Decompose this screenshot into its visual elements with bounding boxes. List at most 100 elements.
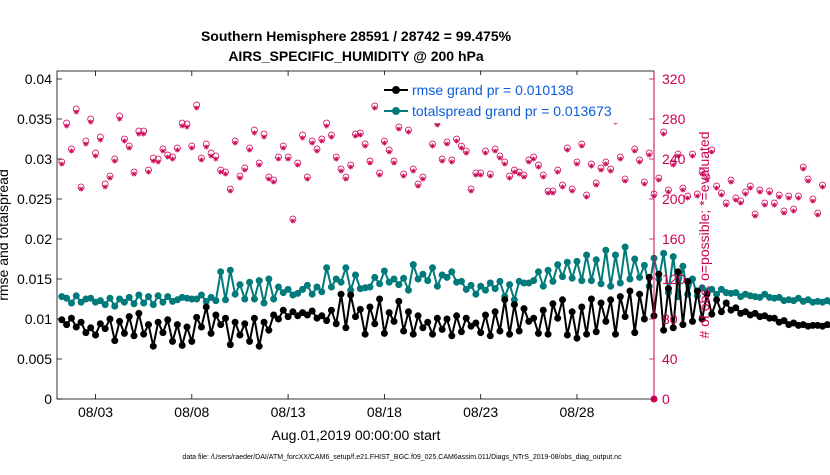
- rmse-point: [419, 324, 427, 332]
- y-right-tick-label: 120: [662, 271, 686, 287]
- legend-rmse-label: rmse grand pr = 0.010138: [412, 82, 574, 98]
- obs-evaluated-marker: [492, 148, 498, 154]
- obs-evaluated-marker: [502, 161, 508, 167]
- obs-evaluated-stroke: [541, 174, 546, 180]
- rmse-point: [717, 308, 725, 316]
- obs-evaluated-marker: [665, 189, 672, 195]
- obs-evaluated-marker: [805, 178, 811, 184]
- totalspread-point: [429, 264, 437, 272]
- y-left-tick-label: 0.01: [25, 311, 52, 327]
- x-tick-label: 08/28: [559, 404, 594, 420]
- rmse-point: [222, 314, 230, 322]
- obs-evaluated-marker: [126, 145, 132, 151]
- totalspread-point: [308, 290, 316, 298]
- obs-evaluated-marker: [535, 164, 542, 170]
- obs-evaluated-marker: [141, 131, 147, 137]
- rmse-point: [636, 290, 644, 298]
- rmse-point: [289, 308, 297, 316]
- obs-evaluated-marker: [83, 141, 89, 147]
- obs-evaluated-stroke: [810, 198, 815, 204]
- totalspread-point: [140, 299, 148, 307]
- totalspread-point: [506, 281, 514, 289]
- obs-evaluated-marker: [280, 145, 286, 151]
- obs-evaluated-marker: [160, 148, 166, 154]
- obs-evaluated-stroke: [406, 129, 411, 135]
- rmse-point: [371, 320, 379, 328]
- totalspread-point: [679, 262, 687, 270]
- totalspread-point: [583, 251, 591, 259]
- obs-evaluated-stroke: [623, 178, 628, 184]
- rmse-point: [698, 315, 706, 323]
- totalspread-point: [554, 261, 562, 269]
- obs-evaluated-stroke: [820, 184, 825, 190]
- obs-evaluated-marker: [97, 137, 103, 143]
- totalspread-point: [457, 277, 465, 285]
- obs-evaluated-stroke: [208, 153, 214, 159]
- obs-evaluated-stroke: [468, 188, 474, 194]
- totalspread-point: [640, 261, 648, 269]
- rmse-point: [308, 307, 316, 315]
- obs-evaluated-marker: [78, 186, 84, 192]
- totalspread-point: [217, 268, 225, 276]
- obs-evaluated-marker: [227, 188, 233, 194]
- plot-area: [57, 71, 654, 399]
- obs-evaluated-stroke: [387, 149, 392, 155]
- obs-evaluated-stroke: [377, 172, 382, 178]
- obs-evaluated-marker: [194, 105, 200, 111]
- totalspread-point: [477, 282, 485, 290]
- obs-evaluated-stroke: [117, 116, 122, 122]
- totalspread-point: [631, 255, 639, 263]
- obs-evaluated-stroke: [444, 141, 450, 147]
- x-axis: 08/03 08/08 08/13 08/18 08/23 08/28: [78, 71, 595, 420]
- rmse-point: [82, 329, 90, 337]
- y-right-tick-label: 240: [662, 151, 686, 167]
- totalspread-point: [106, 294, 114, 302]
- totalspread-point: [120, 298, 128, 306]
- obs-evaluated-marker: [718, 192, 725, 198]
- x-tick-label: 08/23: [463, 404, 498, 420]
- totalspread-point: [404, 286, 412, 294]
- totalspread-point: [472, 290, 480, 298]
- obs-evaluated-stroke: [680, 187, 685, 193]
- totalspread-point: [708, 285, 716, 293]
- rmse-point: [265, 326, 273, 334]
- obs-evaluated-stroke: [165, 154, 170, 160]
- obs-evaluated-marker: [709, 149, 715, 155]
- obs-evaluated-marker: [752, 213, 758, 219]
- totalspread-point: [116, 295, 124, 303]
- totalspread-point: [284, 285, 292, 293]
- rmse-point: [241, 320, 249, 328]
- y-right-tick-label: 160: [662, 231, 686, 247]
- totalspread-point: [303, 281, 311, 289]
- obs-evaluated-stroke: [695, 193, 700, 199]
- rmse-point: [63, 321, 71, 329]
- obs-evaluated-stroke: [93, 153, 98, 159]
- obs-evaluated-marker: [112, 158, 118, 164]
- obs-evaluated-stroke: [603, 161, 608, 167]
- obs-evaluated-marker: [309, 140, 315, 146]
- rmse-point: [443, 315, 451, 323]
- y-left-tick-label: 0: [44, 391, 52, 407]
- obs-evaluated-marker: [742, 191, 749, 197]
- totalspread-point: [660, 249, 668, 257]
- obs-evaluated-marker: [116, 116, 123, 122]
- obs-evaluated-marker: [815, 212, 821, 218]
- obs-evaluated-stroke: [74, 109, 79, 115]
- obs-evaluated-stroke: [367, 160, 373, 166]
- obs-evaluated-marker: [420, 176, 426, 182]
- obs-evaluated-stroke: [218, 169, 223, 175]
- rmse-point: [96, 320, 104, 328]
- totalspread-point: [761, 290, 769, 298]
- rmse-point: [587, 295, 595, 303]
- obs-evaluated-marker: [795, 195, 802, 201]
- obs-evaluated-stroke: [199, 157, 204, 163]
- obs-evaluated-stroke: [473, 172, 478, 178]
- rmse-point: [390, 317, 398, 325]
- rmse-point: [116, 317, 124, 325]
- rmse-point: [303, 311, 311, 319]
- rmse-point: [530, 314, 538, 322]
- obs-evaluated-stroke: [791, 208, 796, 214]
- totalspread-point: [260, 299, 268, 307]
- rmse-point: [183, 323, 191, 331]
- obs-evaluated-marker: [169, 156, 176, 162]
